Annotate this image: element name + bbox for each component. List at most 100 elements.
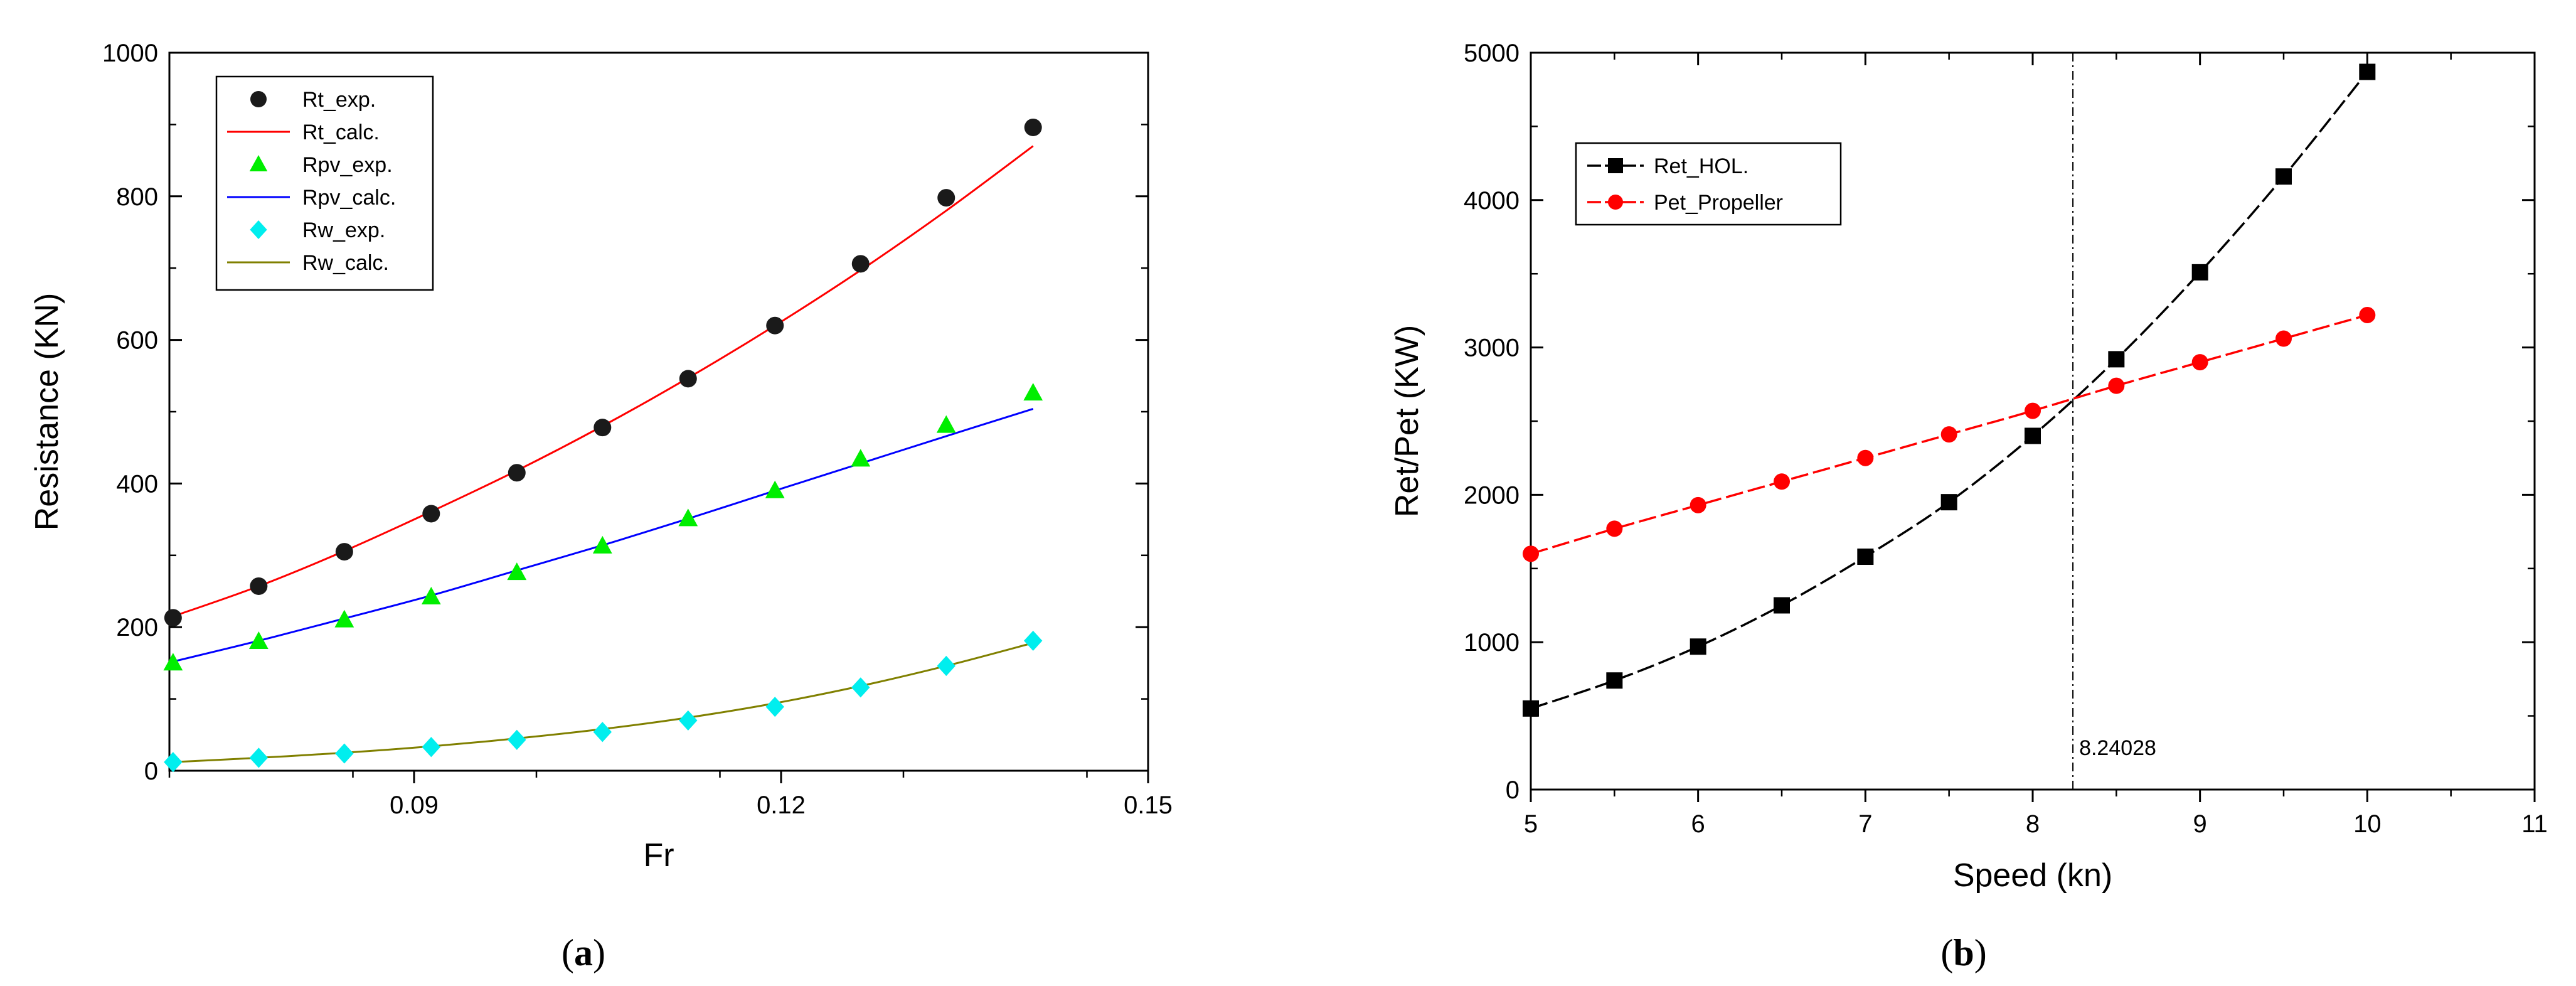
ytick-label: 5000 — [1464, 40, 1520, 67]
legend-label-pet-propeller: Pet_Propeller — [1654, 191, 1783, 215]
point-rt-exp — [679, 370, 697, 388]
panel-b-caption-letter: b — [1953, 932, 1974, 973]
point-ret-hol — [1940, 494, 1957, 511]
legend-label-rw-exp: Rw_exp. — [302, 218, 385, 242]
xtick-label: 6 — [1691, 810, 1705, 838]
point-rpv-exp — [421, 587, 441, 605]
point-pet-propeller — [2359, 306, 2376, 323]
ytick-label: 200 — [116, 614, 158, 641]
point-pet-propeller — [1606, 520, 1623, 537]
legend-label-rpv-exp: Rpv_exp. — [302, 153, 393, 177]
ytick-label: 1000 — [1464, 629, 1520, 656]
xtick-label: 8 — [2026, 810, 2040, 838]
panel-a-xlabel: Fr — [643, 837, 674, 874]
legend-swatch-rw-exp — [250, 220, 267, 239]
point-rt-exp — [508, 464, 526, 482]
point-rw-exp — [937, 655, 955, 677]
xtick-label: 7 — [1858, 810, 1872, 838]
point-ret-hol — [2191, 264, 2208, 281]
point-rt-exp — [1024, 118, 1042, 136]
point-rw-exp — [249, 748, 269, 768]
panel-b-legend: Ret_HOL. Pet_Propeller — [1575, 142, 1842, 226]
legend-swatch-rpv-exp — [249, 155, 268, 172]
xtick-label: 5 — [1524, 810, 1538, 838]
point-rw-exp — [679, 710, 698, 731]
point-rpv-exp — [248, 631, 269, 649]
xtick-label: 0.09 — [390, 791, 439, 819]
point-pet-propeller — [2025, 402, 2041, 419]
point-rw-exp — [508, 729, 526, 750]
panel-b-xlabel: Speed (kn) — [1953, 857, 2112, 894]
panel-b-caption-close: ) — [1974, 932, 1987, 973]
legend-label-rt-calc: Rt_calc. — [302, 121, 380, 144]
ytick-label: 800 — [116, 183, 158, 211]
point-ret-hol — [1774, 597, 1790, 614]
point-ret-hol — [1606, 672, 1623, 689]
point-ret-hol — [2108, 351, 2125, 368]
point-rw-exp — [335, 743, 354, 764]
ytick-label: 0 — [144, 758, 158, 785]
ytick-label: 0 — [1506, 776, 1520, 804]
panel-a-caption-open: ( — [562, 932, 574, 973]
point-pet-propeller — [2108, 377, 2125, 394]
point-rw-exp — [164, 752, 183, 773]
point-ret-hol — [1857, 549, 1874, 565]
point-rt-exp — [422, 505, 440, 523]
panel-a-ticks — [168, 51, 1149, 783]
panel-a-legend-box — [215, 75, 434, 291]
xtick-label: 0.15 — [1124, 791, 1173, 819]
point-rpv-exp — [936, 415, 956, 433]
panel-b: 0 1000 2000 3000 4000 5000 5 6 7 8 9 10 11 8.24028 S… — [1389, 40, 2548, 973]
ytick-label: 600 — [116, 327, 158, 355]
point-rt-exp — [937, 189, 955, 207]
point-pet-propeller — [1857, 449, 1874, 466]
panel-b-caption: (b) — [1940, 932, 1986, 973]
legend-marker-pet-propeller — [1608, 195, 1623, 210]
legend-swatch-rt-exp — [250, 91, 267, 107]
line-rpv-calc — [173, 407, 1034, 663]
point-ret-hol — [2275, 168, 2292, 185]
point-rpv-exp — [592, 535, 612, 554]
panel-a: 0 200 400 600 800 1000 0.09 0.12 0.15 Fr Resista… — [29, 40, 1173, 973]
legend-label-rt-exp: Rt_exp. — [302, 88, 376, 112]
point-rpv-exp — [851, 449, 871, 467]
xtick-label: 0.12 — [757, 791, 806, 819]
panel-b-legend-box — [1575, 142, 1842, 226]
panel-a-caption-close: ) — [593, 932, 605, 973]
point-rpv-exp — [163, 653, 183, 671]
panel-b-ylabel: Ret/Pet (KW) — [1389, 325, 1425, 517]
point-rw-exp — [593, 722, 612, 742]
point-pet-propeller — [2275, 330, 2292, 347]
point-rpv-exp — [765, 480, 785, 498]
point-rt-exp — [335, 543, 353, 561]
line-rw-calc — [173, 641, 1034, 763]
point-pet-propeller — [1523, 545, 1539, 562]
xtick-label: 11 — [2521, 810, 2548, 838]
panel-b-ticks — [1530, 51, 2536, 802]
panel-b-caption-open: ( — [1940, 932, 1953, 973]
point-ret-hol — [1690, 638, 1706, 655]
point-pet-propeller — [2191, 354, 2208, 371]
point-ret-hol — [1523, 700, 1539, 717]
point-rt-exp — [851, 255, 870, 273]
ytick-label: 1000 — [102, 40, 158, 67]
xtick-label: 9 — [2193, 810, 2207, 838]
point-rpv-exp — [1023, 383, 1043, 401]
annotation-label: 8.24028 — [2079, 736, 2156, 760]
panel-a-ylabel: Resistance (KN) — [29, 293, 65, 531]
panel-b-points — [1523, 63, 2376, 717]
point-rw-exp — [765, 697, 784, 717]
point-rpv-exp — [678, 508, 698, 527]
panel-a-points — [163, 118, 1043, 773]
legend-marker-ret-hol — [1608, 158, 1623, 173]
legend-label-rpv-calc: Rpv_calc. — [302, 186, 396, 210]
point-rpv-exp — [334, 609, 354, 628]
panel-a-caption-letter: a — [574, 932, 593, 973]
point-pet-propeller — [1690, 496, 1706, 513]
point-rw-exp — [1024, 630, 1043, 651]
ytick-label: 4000 — [1464, 187, 1520, 215]
point-rt-exp — [593, 419, 612, 437]
point-pet-propeller — [1774, 473, 1790, 490]
point-ret-hol — [2025, 427, 2041, 444]
